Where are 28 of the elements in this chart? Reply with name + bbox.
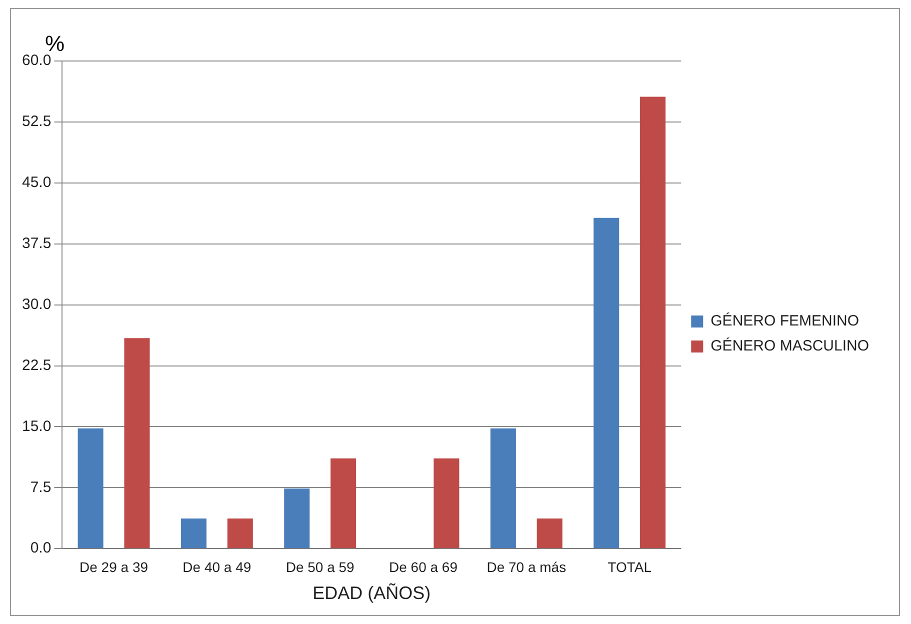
bar [434, 458, 460, 548]
bar [78, 428, 104, 548]
bar [330, 458, 356, 548]
y-tick-label: 45.0 [22, 174, 52, 192]
y-tick-label: 52.5 [22, 113, 52, 130]
y-tick-label: 22.5 [22, 356, 52, 374]
y-tick-label: 0.0 [30, 540, 52, 557]
y-tick-label: 37.5 [22, 234, 52, 252]
x-tick-label: De 40 a 49 [182, 558, 252, 575]
bar [124, 338, 150, 548]
bar [490, 428, 516, 548]
bar [640, 96, 666, 548]
legend-label: GÉNERO FEMENINO [710, 312, 859, 330]
x-tick-label: De 60 a 69 [389, 558, 458, 575]
bar [284, 488, 310, 548]
x-tick-label: De 29 a 39 [80, 558, 148, 575]
y-tick-label: 7.5 [30, 478, 52, 496]
bar [227, 518, 253, 548]
x-tick-label: TOTAL [608, 558, 652, 575]
x-tick-label: De 50 a 59 [286, 558, 355, 575]
y-tick-label: 30.0 [22, 296, 52, 313]
x-axis-title: EDAD (AÑOS) [312, 583, 431, 604]
legend-label: GÉNERO MASCULINO [710, 336, 869, 355]
bar [536, 518, 562, 548]
y-tick-label: 15.0 [22, 418, 52, 435]
bar [180, 518, 206, 548]
x-tick-label: De 70 a más [486, 558, 566, 575]
bar [594, 218, 620, 548]
